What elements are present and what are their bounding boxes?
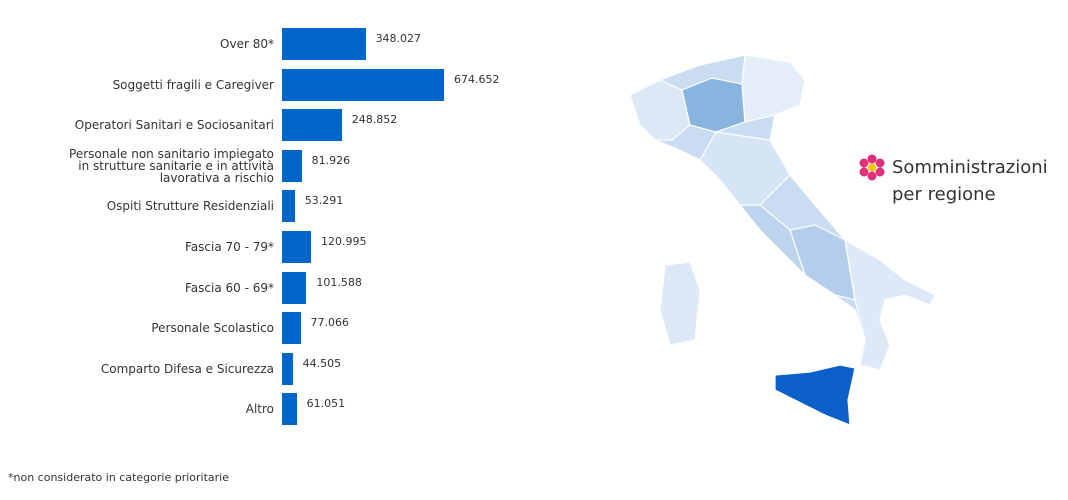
value-label: 81.926: [311, 153, 351, 167]
bar: [282, 231, 312, 263]
category-label: Soggetti fragili e Caregiver: [112, 77, 274, 92]
map-south: [844, 238, 936, 371]
bar: [282, 68, 444, 101]
value-label: 101.588: [316, 275, 362, 289]
footnote: *non considerato in categorie prioritari…: [8, 471, 229, 484]
category-label: Fascia 60 - 69*: [184, 280, 274, 295]
bar: [282, 312, 301, 345]
bar: [282, 352, 293, 385]
value-label: 77.066: [310, 316, 350, 330]
category-label: Personale non sanitario impiegato in str…: [69, 146, 274, 185]
map-title: Somministrazioni per regione: [892, 157, 1048, 205]
bar: [282, 28, 366, 60]
category-label: Comparto Difesa e Sicurezza: [100, 361, 274, 376]
category-label: Personale Scolastico: [151, 321, 274, 336]
category-label: Altro: [245, 402, 274, 417]
map-sicily: [774, 364, 856, 426]
map-north-west: [629, 79, 691, 141]
value-label: 674.652: [454, 72, 500, 86]
map-sardinia: [659, 261, 701, 346]
bar: [282, 149, 302, 182]
bar: [282, 393, 297, 426]
value-label: 53.291: [304, 194, 344, 208]
value-label: 44.505: [302, 356, 342, 370]
bar: [282, 271, 307, 304]
map-lombardy: [681, 77, 746, 133]
category-label: Operatori Sanitari e Sociosanitari: [74, 118, 274, 133]
flower-icon: [859, 154, 885, 181]
bar: [282, 109, 342, 142]
map-north-east: [741, 54, 806, 123]
bar: [282, 190, 295, 223]
category-label: Fascia 70 - 79*: [184, 240, 274, 254]
value-label: 348.027: [375, 32, 422, 45]
category-label: Over 80*: [220, 37, 274, 51]
category-label: Ospiti Strutture Residenziali: [106, 199, 274, 214]
value-label: 120.995: [321, 235, 367, 248]
value-label: 61.051: [306, 397, 346, 411]
value-label: 248.852: [351, 113, 398, 127]
